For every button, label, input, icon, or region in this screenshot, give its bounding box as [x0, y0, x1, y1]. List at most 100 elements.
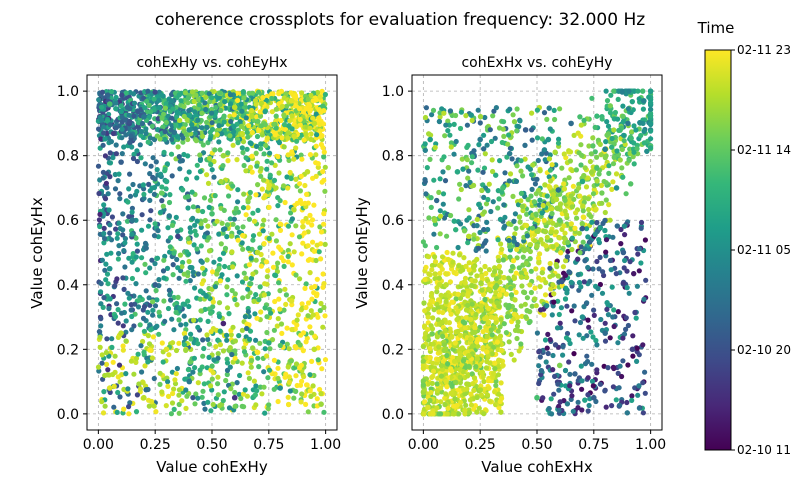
- scatter-point: [224, 284, 230, 290]
- scatter-point: [251, 378, 257, 384]
- scatter-point: [129, 275, 135, 282]
- scatter-point: [599, 116, 605, 122]
- scatter-point: [115, 231, 121, 237]
- scatter-point: [241, 95, 247, 101]
- scatter-point: [143, 245, 149, 251]
- scatter-point: [277, 385, 283, 391]
- scatter-point: [176, 340, 182, 346]
- scatter-point: [276, 280, 282, 286]
- scatter-point: [107, 296, 113, 302]
- scatter-point: [566, 269, 572, 275]
- scatter-point: [275, 398, 281, 405]
- scatter-point: [636, 96, 642, 102]
- scatter-point: [98, 281, 104, 287]
- scatter-point: [285, 223, 292, 229]
- scatter-point: [489, 157, 495, 163]
- scatter-point: [222, 245, 229, 251]
- scatter-point: [115, 178, 121, 184]
- scatter-point: [537, 197, 543, 203]
- scatter-point: [227, 133, 233, 139]
- scatter-point: [619, 89, 625, 95]
- scatter-point: [99, 257, 105, 263]
- scatter-point: [279, 135, 285, 141]
- scatter-point: [276, 170, 282, 176]
- scatter-point: [519, 283, 525, 289]
- scatter-point: [630, 333, 636, 339]
- scatter-point: [169, 369, 175, 375]
- scatter-point: [288, 298, 295, 304]
- scatter-point: [99, 399, 105, 405]
- scatter-point: [135, 304, 142, 310]
- scatter-point: [216, 313, 223, 320]
- scatter-point: [215, 351, 221, 357]
- scatter-point: [232, 389, 238, 396]
- scatter-point: [198, 243, 204, 249]
- scatter-point: [277, 306, 283, 312]
- scatter-point: [235, 199, 241, 205]
- scatter-point: [219, 220, 225, 226]
- scatter-point: [143, 387, 149, 393]
- scatter-point: [611, 323, 617, 330]
- scatter-point: [228, 118, 234, 125]
- scatter-point: [122, 264, 128, 270]
- scatter-point: [634, 283, 641, 289]
- scatter-point: [202, 406, 208, 412]
- scatter-point: [567, 158, 574, 164]
- scatter-point: [466, 215, 472, 221]
- scatter-point: [283, 301, 289, 307]
- scatter-point: [481, 132, 487, 138]
- scatter-point: [224, 360, 231, 366]
- scatter-point: [432, 144, 438, 151]
- scatter-point: [555, 381, 561, 387]
- scatter-point: [152, 89, 158, 95]
- scatter-point: [321, 149, 327, 155]
- scatter-point: [116, 362, 123, 368]
- scatter-point: [177, 305, 183, 311]
- scatter-point: [518, 190, 525, 196]
- scatter-point: [164, 265, 171, 271]
- scatter-point: [474, 216, 480, 222]
- scatter-point: [441, 154, 447, 160]
- scatter-point: [163, 346, 170, 353]
- scatter-point: [232, 403, 238, 409]
- scatter-point: [106, 305, 112, 312]
- scatter-point: [588, 151, 594, 157]
- scatter-point: [483, 238, 489, 244]
- scatter-point: [305, 257, 311, 263]
- scatter-point: [125, 199, 131, 205]
- scatter-point: [208, 310, 214, 316]
- scatter-point: [458, 109, 464, 115]
- scatter-point: [476, 405, 482, 411]
- scatter-point: [275, 316, 281, 322]
- scatter-point: [148, 109, 154, 115]
- scatter-point: [240, 149, 246, 156]
- scatter-point: [533, 303, 539, 309]
- scatter-point: [318, 401, 324, 407]
- scatter-point: [481, 209, 487, 215]
- scatter-point: [116, 250, 122, 257]
- scatter-point: [113, 151, 119, 157]
- scatter-point: [205, 318, 211, 324]
- scatter-point: [444, 271, 450, 277]
- scatter-point: [607, 257, 614, 264]
- scatter-point: [432, 271, 438, 277]
- scatter-point: [322, 164, 328, 170]
- scatter-point: [102, 153, 108, 159]
- scatter-point: [258, 173, 264, 179]
- scatter-point: [248, 281, 254, 287]
- scatter-point: [185, 236, 191, 242]
- scatter-point: [592, 231, 598, 237]
- scatter-point: [305, 313, 311, 319]
- scatter-point: [174, 109, 180, 115]
- scatter-point: [168, 235, 174, 241]
- scatter-point: [497, 324, 503, 330]
- scatter-point: [553, 261, 559, 268]
- scatter-point: [235, 187, 241, 193]
- scatter-point: [545, 331, 551, 337]
- scatter-point: [563, 212, 570, 218]
- scatter-point: [180, 135, 186, 141]
- scatter-point: [466, 168, 472, 174]
- scatter-point: [234, 273, 240, 279]
- scatter-point: [603, 139, 609, 145]
- scatter-point: [514, 163, 520, 169]
